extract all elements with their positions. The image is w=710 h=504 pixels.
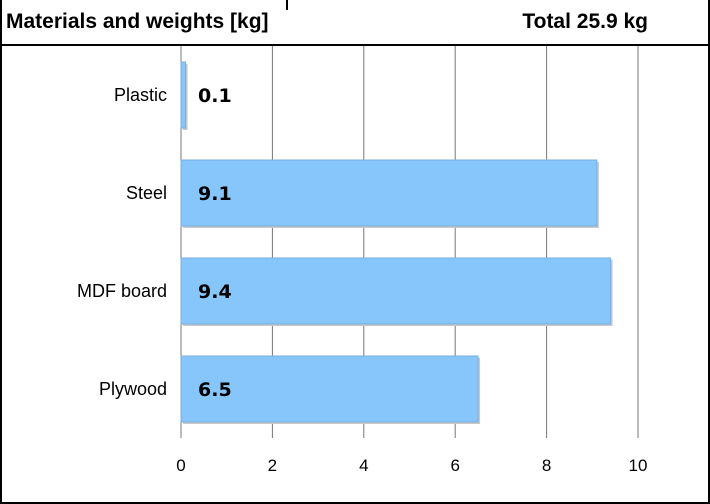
- category-label-mdf-board: MDF board: [77, 281, 167, 301]
- category-label-steel: Steel: [126, 183, 167, 203]
- bars: [180, 61, 613, 424]
- bar-steel: [180, 159, 598, 227]
- data-label-steel: 9.1: [198, 183, 232, 205]
- x-tick-label-6: 6: [450, 456, 459, 475]
- total-weight: Total 25.9 kg: [522, 10, 648, 33]
- data-label-plywood: 6.5: [198, 379, 232, 401]
- bar-plywood: [180, 355, 479, 423]
- category-label-plastic: Plastic: [114, 85, 167, 105]
- x-tick-label-2: 2: [268, 456, 277, 475]
- bar-plastic: [180, 61, 187, 129]
- header-bar: [0, 0, 710, 46]
- x-tick-label-0: 0: [176, 456, 185, 475]
- category-label-plywood: Plywood: [99, 379, 167, 399]
- header-divider: [286, 0, 288, 10]
- bar-mdf-board: [180, 257, 612, 325]
- x-tick-label-8: 8: [542, 456, 551, 475]
- chart-title: Materials and weights [kg]: [6, 10, 269, 33]
- x-tick-label-4: 4: [359, 456, 368, 475]
- x-tick-label-10: 10: [629, 456, 648, 475]
- data-label-plastic: 0.1: [198, 85, 232, 107]
- labels: 0 2 4 6 8 10 Plastic 0.1 Steel 9.1 MDF board 9.4 Ply…: [77, 85, 647, 475]
- data-label-mdf-board: 9.4: [198, 281, 232, 303]
